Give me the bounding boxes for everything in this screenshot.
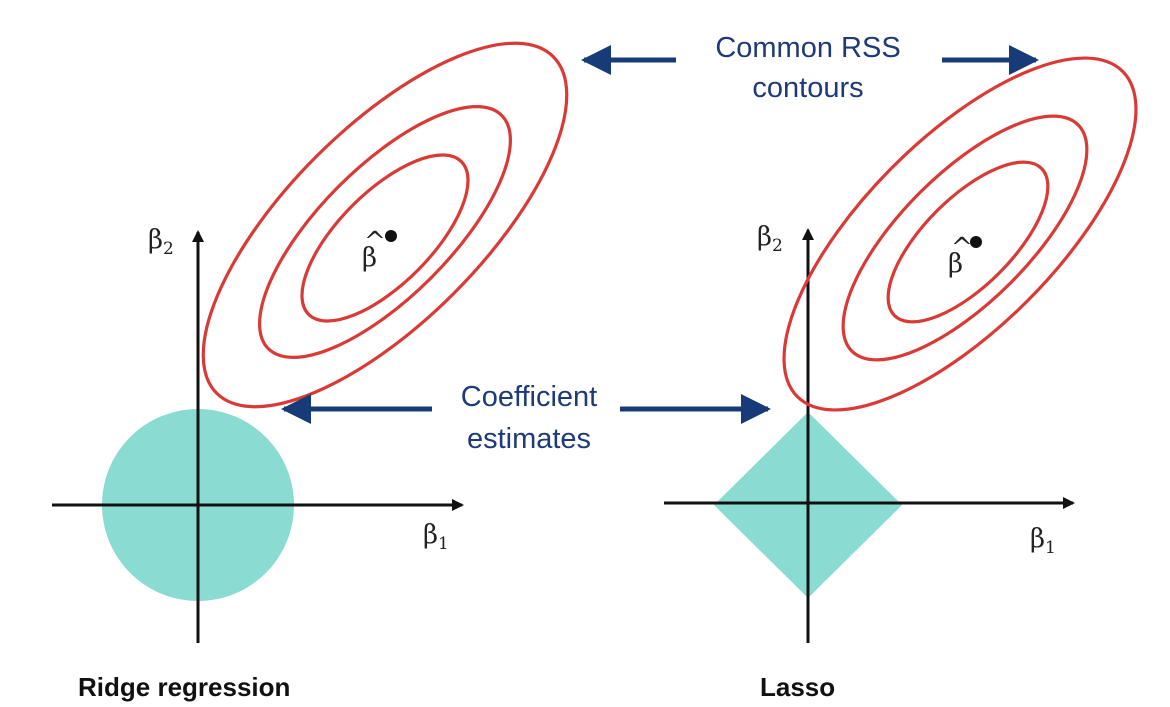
lasso-caption: Lasso [760,672,835,702]
ridge-estimate-hat: ^ [364,227,386,257]
lasso-estimate-label: β [948,249,963,279]
ridge-caption: Ridge regression [78,672,290,702]
ridge-panel: ^ β β2 β1 Ridge regression [52,41,569,702]
lasso-contour-inner [886,160,1050,324]
ridge-estimate-label: β [362,243,377,273]
coef-annotation-line1: Coefficient [461,381,598,413]
rss-contours-annotation: Common RSS contours [581,32,1039,104]
ridge-x-axis-label: β1 [423,520,449,554]
ridge-contour-outer [201,41,569,409]
lasso-x-axis-label: β1 [1030,524,1056,558]
lasso-contour-middle [841,114,1089,362]
lasso-estimate-point [970,236,982,248]
rss-annotation-line2: contours [752,72,863,104]
lasso-y-axis-label: β2 [757,222,783,256]
coef-annotation-line2: estimates [467,423,591,455]
ridge-contour-middle [258,105,512,359]
ridge-contour-inner [300,153,470,323]
lasso-estimate-hat: ^ [951,233,973,263]
ridge-y-axis-label: β2 [148,225,174,259]
rss-annotation-line1: Common RSS [715,32,900,64]
ridge-estimate-point [385,230,397,242]
lasso-rss-contours [782,56,1138,412]
lasso-contour-outer [782,56,1138,412]
lasso-panel: ^ β β2 β1 Lasso [664,56,1138,702]
ridge-rss-contours [201,41,569,409]
coefficient-estimates-annotation: Coefficient estimates [281,381,771,455]
